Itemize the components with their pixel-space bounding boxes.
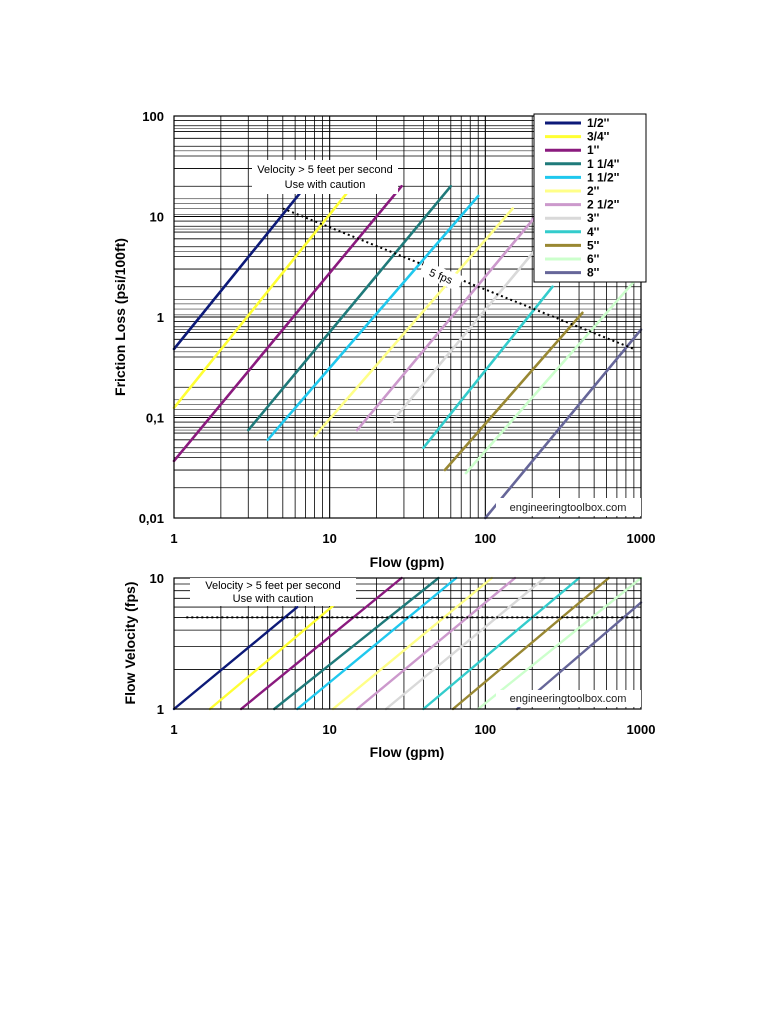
- legend-label-3: 1 1/4'': [587, 157, 620, 171]
- watermark-box: [496, 498, 641, 516]
- series-line-2: [239, 576, 403, 711]
- annotation-line-1: Velocity > 5 feet per second: [257, 164, 392, 176]
- x-tick-label: 10: [322, 722, 336, 737]
- legend-label-8: 4'': [587, 225, 600, 239]
- x-tick-label: 100: [474, 531, 496, 546]
- flow-velocity-annotation: Velocity > 5 feet per second Use with ca…: [190, 578, 356, 606]
- legend-label-9: 5'': [587, 238, 600, 252]
- legend-label-2: 1'': [587, 143, 600, 157]
- series-line-1: [208, 597, 344, 711]
- series-line-5: [313, 207, 515, 438]
- friction-loss-reference-line: [282, 207, 635, 350]
- friction-loss-x-axis-title: Flow (gpm): [370, 554, 445, 570]
- legend-label-10: 6'': [587, 252, 600, 266]
- series-line-0: [172, 605, 299, 711]
- y-tick-label: 100: [142, 109, 164, 124]
- series-line-8: [422, 285, 554, 450]
- friction-loss-series: [172, 184, 643, 520]
- annotation-line-1-2: Velocity > 5 feet per second: [205, 580, 340, 592]
- annotation-box: [252, 160, 398, 194]
- series-line-10: [464, 272, 643, 475]
- y-tick-label: 10: [150, 210, 164, 225]
- x-tick-label: 10: [322, 531, 336, 546]
- x-tick-label: 1000: [627, 722, 656, 737]
- series-line-3: [247, 184, 453, 432]
- legend-label-0: 1/2'': [587, 116, 610, 130]
- legend-label-4: 1 1/2'': [587, 170, 620, 184]
- legend-label-5: 2'': [587, 184, 600, 198]
- legend-label-6: 2 1/2'': [587, 198, 620, 212]
- reference-label-box: [418, 260, 464, 292]
- annotation-line-2-2: Use with caution: [233, 593, 314, 605]
- watermark-text: engineeringtoolbox.com: [510, 502, 627, 514]
- friction-loss-tick-labels: 1 10 100 1000 0,01 0,1 1 10 100: [139, 109, 656, 546]
- x-tick-label: 100: [474, 722, 496, 737]
- friction-loss-annotation: Velocity > 5 feet per second Use with ca…: [252, 160, 398, 194]
- flow-velocity-series: [172, 576, 643, 711]
- flow-velocity-watermark: engineeringtoolbox.com: [496, 690, 641, 707]
- friction-loss-y-axis-title: Friction Loss (psi/100ft): [112, 238, 128, 396]
- series-line-8: [422, 576, 581, 711]
- series-line-4: [266, 194, 480, 442]
- series-line-6: [355, 215, 537, 432]
- series-line-11: [483, 328, 643, 520]
- series-line-10: [477, 576, 643, 711]
- friction-loss-chart: 1 10 100 1000 0,01 0,1 1 10 100 Velocity > 5 fee…: [112, 109, 655, 570]
- series-line-9: [451, 576, 610, 711]
- x-tick-label: 1000: [627, 531, 656, 546]
- series-line-7: [384, 576, 546, 711]
- legend-box: [533, 113, 647, 283]
- y-tick-label: 1: [157, 702, 164, 717]
- flow-velocity-grid: [174, 578, 641, 709]
- y-tick-label: 10: [150, 571, 164, 586]
- series-line-2: [172, 184, 403, 463]
- flow-velocity-tick-labels: 1 10 100 1000 1 10: [150, 571, 656, 737]
- friction-loss-plot-border: [173, 115, 642, 519]
- flow-velocity-y-axis-title: Flow Velocity (fps): [122, 582, 138, 705]
- legend: 1/2''3/4''1''1 1/4''1 1/2''2''2 1/2''3''…: [533, 113, 647, 283]
- series-line-7: [390, 237, 546, 424]
- annotation-line-2: Use with caution: [285, 179, 366, 191]
- reference-dotted-line: [282, 207, 635, 350]
- legend-label-7: 3'': [587, 211, 600, 225]
- y-tick-label: 0,1: [146, 411, 164, 426]
- friction-loss-watermark: engineeringtoolbox.com: [496, 498, 641, 516]
- series-line-4: [296, 576, 458, 711]
- watermark-text-2: engineeringtoolbox.com: [510, 693, 627, 705]
- y-tick-label: 1: [157, 310, 164, 325]
- flow-velocity-x-axis-title: Flow (gpm): [370, 744, 445, 760]
- series-line-0: [172, 184, 307, 351]
- watermark-box-2: [496, 690, 641, 707]
- annotation-box-2: [190, 578, 356, 606]
- series-line-9: [443, 311, 584, 472]
- series-line-5: [331, 576, 493, 711]
- series-line-3: [273, 576, 440, 711]
- x-tick-label: 1: [170, 722, 177, 737]
- x-tick-label: 1: [170, 531, 177, 546]
- flow-velocity-chart: 1 10 100 1000 1 10 Velocity > 5 feet per seco…: [122, 571, 655, 760]
- legend-label-1: 3/4'': [587, 130, 610, 144]
- legend-label-11: 8'': [587, 266, 600, 280]
- flow-velocity-plot-border: [173, 577, 642, 710]
- y-tick-label: 0,01: [139, 511, 164, 526]
- series-line-1: [172, 184, 354, 410]
- series-line-6: [355, 576, 517, 711]
